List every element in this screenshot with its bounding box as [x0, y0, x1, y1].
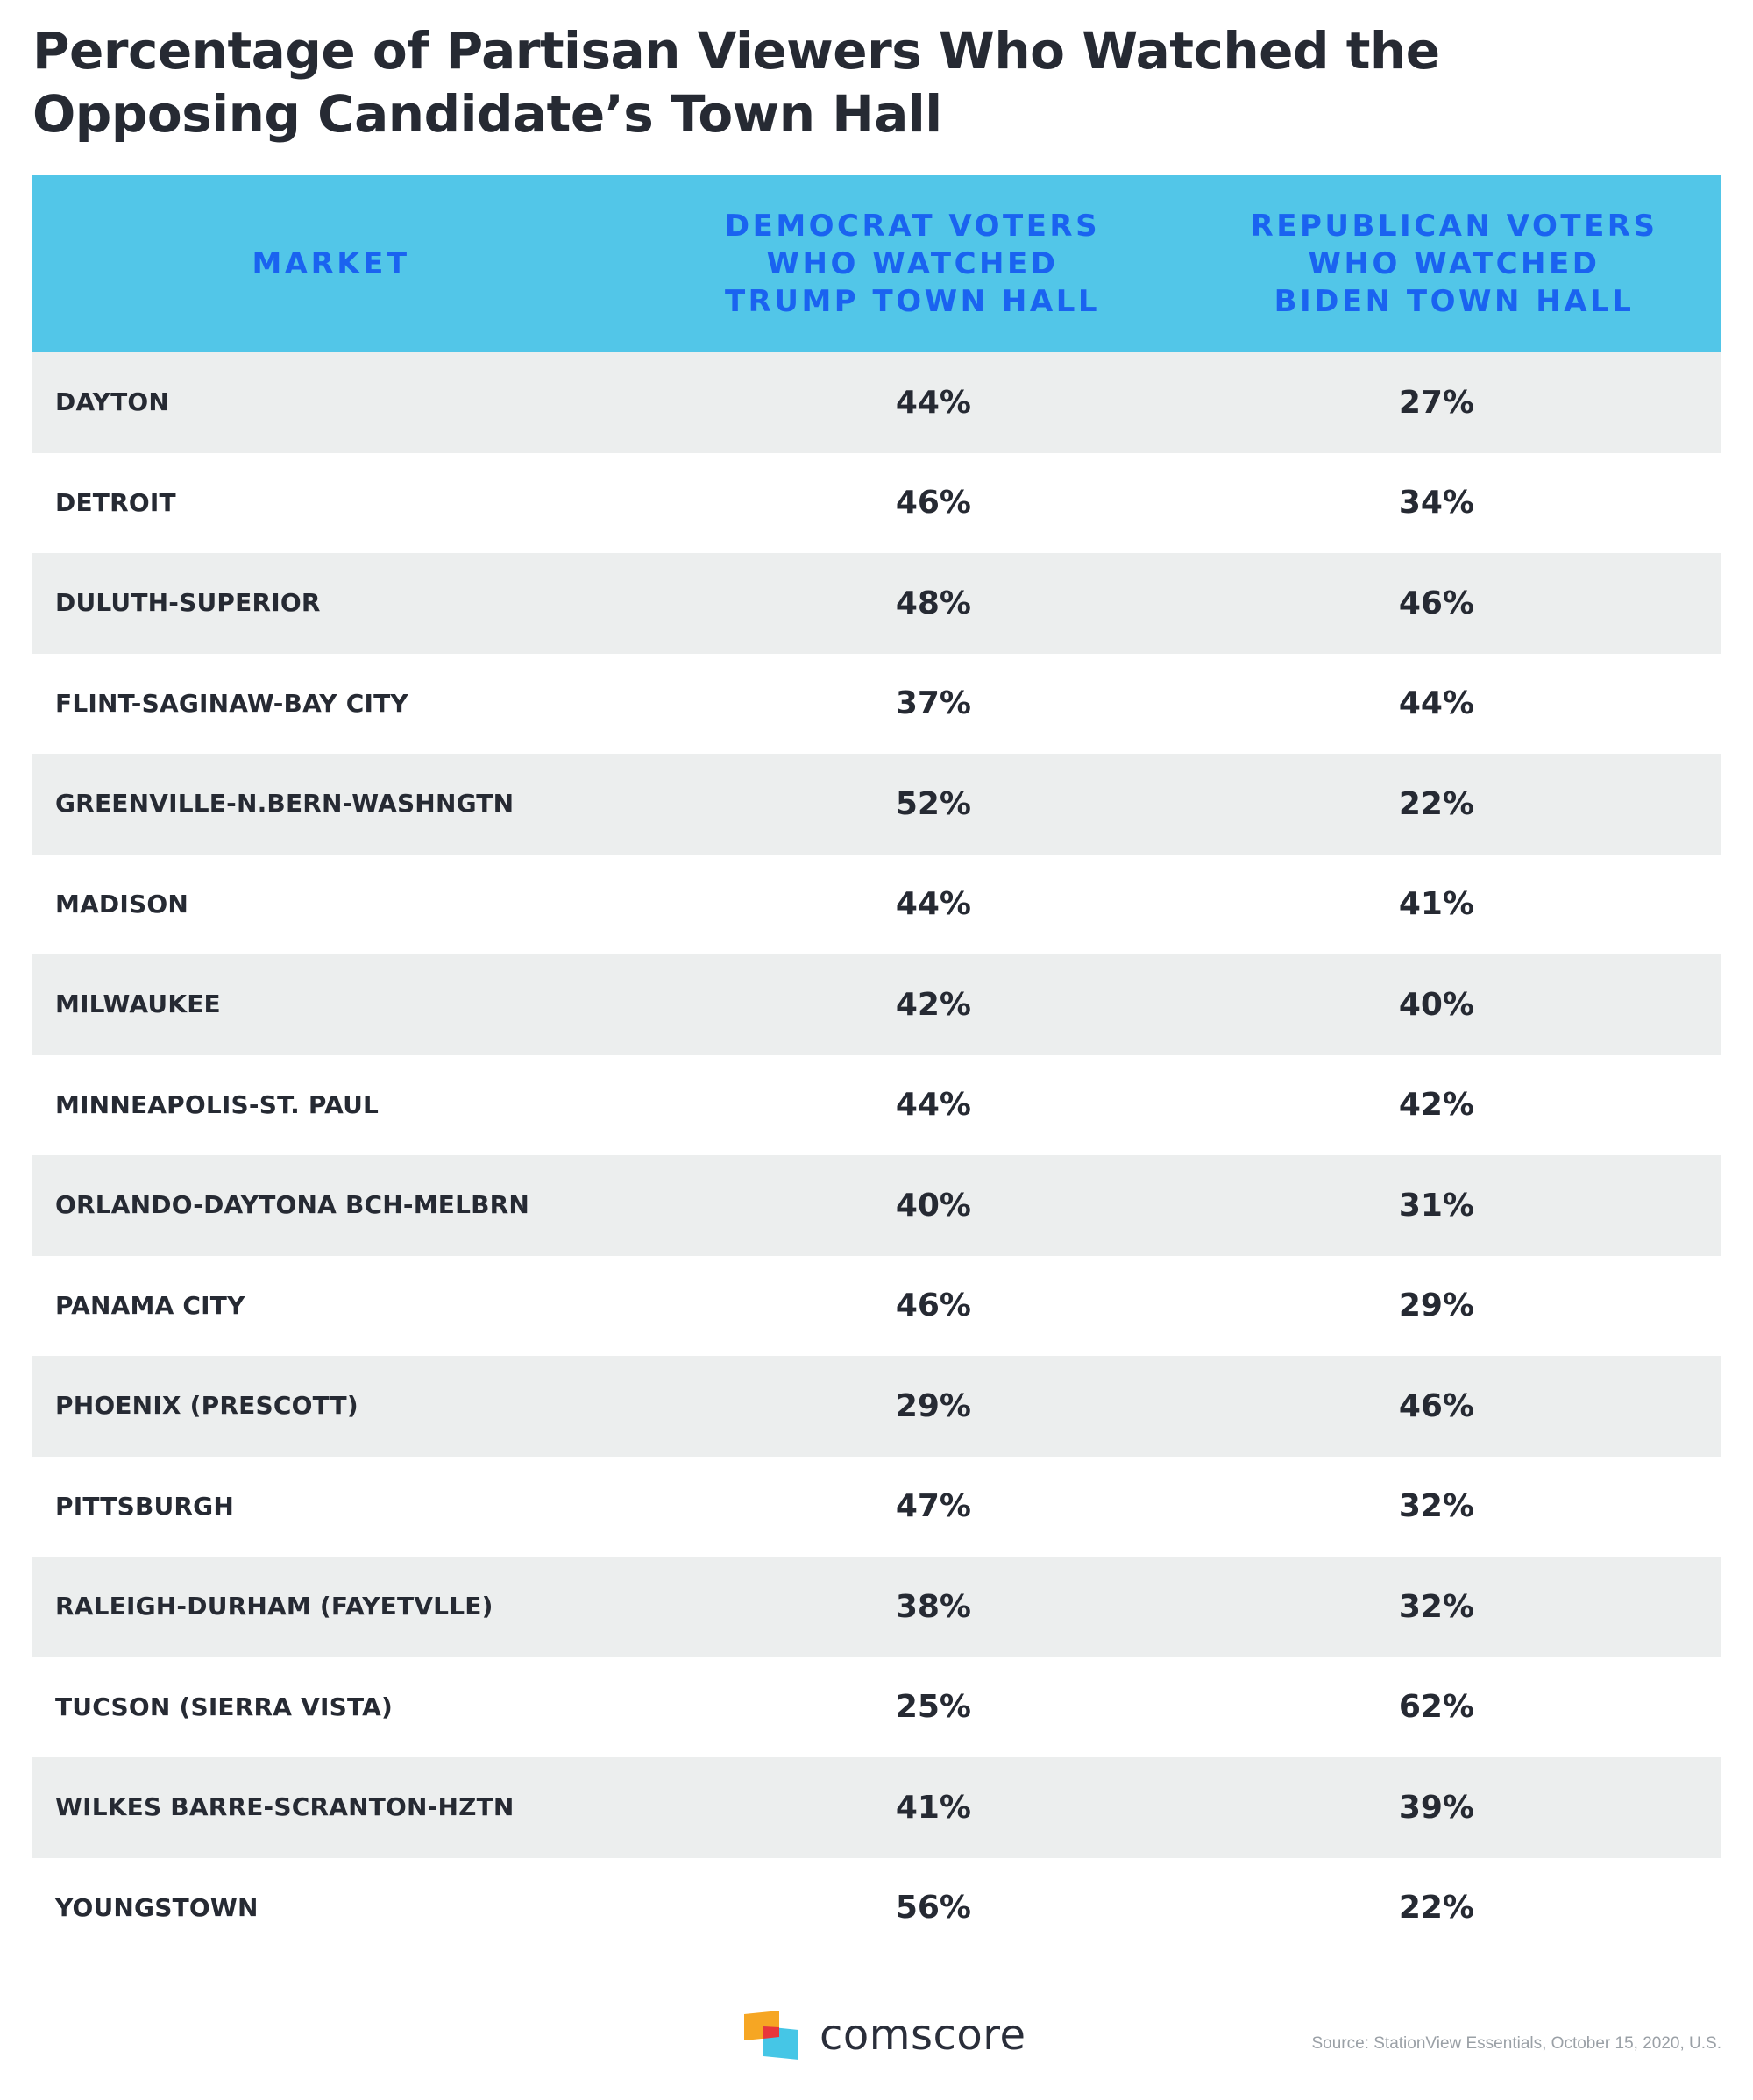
democrat-value-cell: 48% [895, 585, 971, 621]
market-cell: DAYTON [55, 387, 170, 417]
market-cell: YOUNGSTOWN [55, 1892, 259, 1922]
republican-value-cell: 42% [1398, 1087, 1474, 1124]
source-note: Source: StationView Essentials, October … [1311, 2034, 1721, 2053]
republican-value-cell: 31% [1398, 1187, 1474, 1224]
market-cell: FLINT-SAGINAW-BAY CITY [55, 688, 408, 718]
democrat-value-cell: 40% [895, 1187, 971, 1224]
democrat-value-cell: 44% [895, 886, 971, 923]
table-row: WILKES BARRE-SCRANTON-HZTN 41% 39% [32, 1757, 1721, 1858]
table-row: TUCSON (SIERRA VISTA) 25% 62% [32, 1657, 1721, 1757]
market-cell: TUCSON (SIERRA VISTA) [55, 1692, 393, 1721]
chart-title: Percentage of Partisan Viewers Who Watch… [32, 21, 1440, 144]
table-row: MADISON 44% 41% [32, 854, 1721, 954]
republican-value-cell: 46% [1398, 585, 1474, 621]
democrat-value-cell: 37% [895, 685, 971, 722]
democrat-value-cell: 44% [895, 384, 971, 421]
democrat-value-cell: 52% [895, 785, 971, 822]
democrat-value-cell: 29% [895, 1387, 971, 1424]
republican-value-cell: 39% [1398, 1789, 1474, 1826]
market-cell: ORLANDO-DAYTONA BCH-MELBRN [55, 1190, 530, 1220]
republican-value-cell: 27% [1398, 384, 1474, 421]
market-cell: DULUTH-SUPERIOR [55, 588, 321, 618]
table-body: DAYTON 44% 27% DETROIT 46% 34% DULUTH-SUPERIOR… [32, 352, 1721, 1958]
table-row: DAYTON 44% 27% [32, 352, 1721, 453]
democrat-value-cell: 41% [895, 1789, 971, 1826]
table-row: MINNEAPOLIS-ST. PAUL 44% 42% [32, 1054, 1721, 1155]
republican-value-cell: 22% [1398, 785, 1474, 822]
table-header-row: MARKET DEMOCRAT VOTERS WHO WATCHED TRUMP… [32, 175, 1721, 352]
democrat-value-cell: 38% [895, 1588, 971, 1625]
republican-value-cell: 29% [1398, 1288, 1474, 1324]
market-cell: MILWAUKEE [55, 990, 221, 1019]
market-cell: MADISON [55, 889, 188, 919]
democrat-value-cell: 46% [895, 485, 971, 521]
table-row: MILWAUKEE 42% 40% [32, 954, 1721, 1055]
column-header-market: MARKET [252, 245, 410, 281]
market-cell: GREENVILLE-N.BERN-WASHNGTN [55, 789, 515, 819]
democrat-value-cell: 46% [895, 1288, 971, 1324]
table-row: PANAMA CITY 46% 29% [32, 1255, 1721, 1356]
republican-value-cell: 62% [1398, 1689, 1474, 1726]
republican-value-cell: 40% [1398, 986, 1474, 1023]
republican-value-cell: 46% [1398, 1387, 1474, 1424]
democrat-value-cell: 47% [895, 1488, 971, 1525]
logo-text: comscore [820, 2011, 1026, 2060]
republican-value-cell: 32% [1398, 1488, 1474, 1525]
market-cell: MINNEAPOLIS-ST. PAUL [55, 1089, 380, 1119]
table-row: YOUNGSTOWN 56% 22% [32, 1857, 1721, 1958]
republican-value-cell: 44% [1398, 685, 1474, 722]
table-row: GREENVILLE-N.BERN-WASHNGTN 52% 22% [32, 754, 1721, 855]
market-cell: DETROIT [55, 487, 176, 517]
column-header-republican: REPUBLICAN VOTERS WHO WATCHED BIDEN TOWN… [1250, 208, 1658, 319]
table-row: PHOENIX (PRESCOTT) 29% 46% [32, 1356, 1721, 1457]
democrat-value-cell: 25% [895, 1689, 971, 1726]
table-row: RALEIGH-DURHAM (FAYETVLLE) 38% 32% [32, 1557, 1721, 1657]
market-cell: PITTSBURGH [55, 1491, 235, 1521]
republican-value-cell: 32% [1398, 1588, 1474, 1625]
market-cell: PHOENIX (PRESCOTT) [55, 1391, 358, 1421]
democrat-value-cell: 56% [895, 1890, 971, 1926]
democrat-value-cell: 44% [895, 1087, 971, 1124]
market-cell: RALEIGH-DURHAM (FAYETVLLE) [55, 1592, 493, 1621]
market-cell: WILKES BARRE-SCRANTON-HZTN [55, 1792, 515, 1822]
page: Percentage of Partisan Viewers Who Watch… [32, 0, 1721, 2100]
table-row: FLINT-SAGINAW-BAY CITY 37% 44% [32, 653, 1721, 754]
market-cell: PANAMA CITY [55, 1290, 245, 1320]
republican-value-cell: 34% [1398, 485, 1474, 521]
republican-value-cell: 41% [1398, 886, 1474, 923]
table-row: PITTSBURGH 47% 32% [32, 1456, 1721, 1557]
table-row: DETROIT 46% 34% [32, 452, 1721, 553]
republican-value-cell: 22% [1398, 1890, 1474, 1926]
democrat-value-cell: 42% [895, 986, 971, 1023]
data-table: MARKET DEMOCRAT VOTERS WHO WATCHED TRUMP… [32, 175, 1721, 1958]
comscore-logo-icon [744, 2011, 798, 2060]
table-row: DULUTH-SUPERIOR 48% 46% [32, 553, 1721, 654]
comscore-logo: comscore [744, 2009, 1026, 2061]
column-header-democrat: DEMOCRAT VOTERS WHO WATCHED TRUMP TOWN H… [724, 208, 1101, 319]
table-row: ORLANDO-DAYTONA BCH-MELBRN 40% 31% [32, 1155, 1721, 1256]
